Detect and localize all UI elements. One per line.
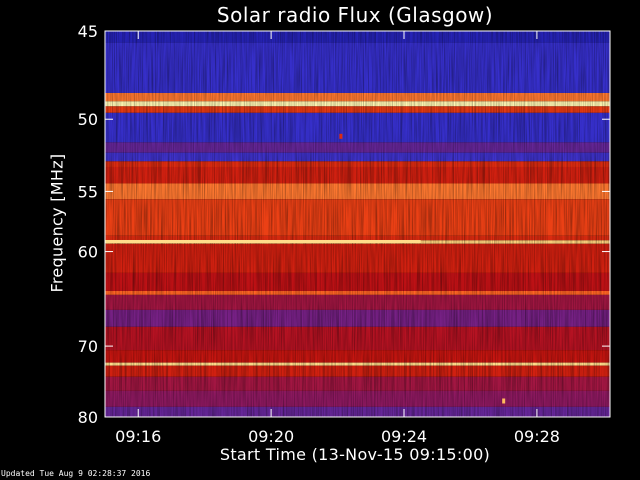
x-axis-label: Start Time (13-Nov-15 09:15:00) <box>219 445 491 464</box>
emission-line <box>105 239 421 243</box>
y-tick-label: 50 <box>78 110 98 129</box>
emission-spot <box>339 133 343 139</box>
spectrogram-features <box>105 133 506 404</box>
chart-title: Solar radio Flux (Glasgow) <box>216 3 494 27</box>
plot-frame <box>104 30 611 418</box>
x-tick-label: 09:24 <box>381 427 427 446</box>
y-tick-label: 45 <box>78 22 98 41</box>
spectrogram-noise-texture <box>105 31 610 417</box>
x-tick-label: 09:28 <box>514 427 560 446</box>
emission-spot <box>502 398 506 404</box>
updated-timestamp: Updated Tue Aug 9 02:28:37 2016 <box>1 469 151 478</box>
y-tick-label: 80 <box>78 408 98 427</box>
x-axis-ticks: 09:16 09:20 09:24 09:28 <box>115 31 560 446</box>
y-tick-label: 55 <box>78 182 98 201</box>
x-tick-label: 09:20 <box>248 427 294 446</box>
y-tick-label: 60 <box>78 243 98 262</box>
x-tick-label: 09:16 <box>115 427 161 446</box>
y-axis-ticks: 45 50 55 60 70 80 <box>78 22 610 427</box>
y-axis-label: Frequency [MHz] <box>47 153 67 293</box>
y-tick-label: 70 <box>78 337 98 356</box>
